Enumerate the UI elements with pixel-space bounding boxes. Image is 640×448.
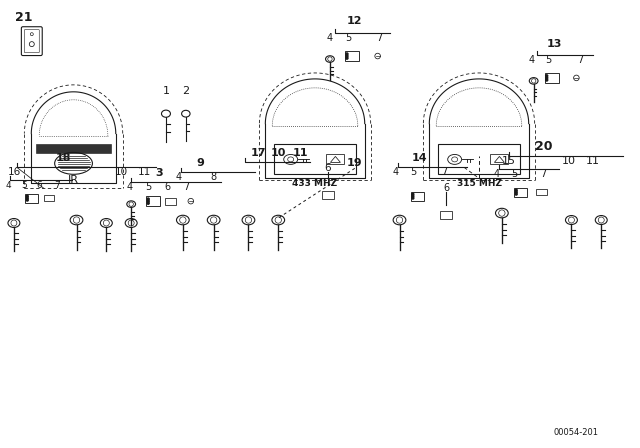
Text: 4: 4 [529, 55, 535, 65]
Circle shape [346, 57, 348, 59]
Bar [326, 155, 344, 164]
Text: 4: 4 [392, 167, 399, 177]
Text: 7: 7 [182, 182, 189, 192]
Bar [545, 73, 559, 83]
Text: 4: 4 [126, 182, 132, 192]
Text: 17: 17 [251, 148, 266, 159]
Text: 21: 21 [15, 11, 33, 24]
Text: 6: 6 [164, 182, 170, 192]
Text: 5: 5 [21, 181, 27, 190]
Text: 5: 5 [345, 33, 351, 43]
Circle shape [147, 202, 149, 204]
Text: 7: 7 [441, 167, 447, 177]
Text: 20: 20 [535, 140, 552, 153]
Bar [536, 189, 547, 195]
Text: 16: 16 [8, 167, 22, 177]
Text: 315 MHZ: 315 MHZ [456, 179, 502, 188]
Text: 5: 5 [145, 182, 151, 192]
Text: 13: 13 [547, 39, 562, 49]
Circle shape [147, 200, 149, 202]
Text: 1: 1 [163, 86, 170, 96]
Circle shape [346, 55, 348, 57]
Text: 7: 7 [376, 33, 383, 43]
Text: 11: 11 [138, 167, 151, 177]
Circle shape [346, 53, 348, 55]
Circle shape [26, 197, 28, 199]
Circle shape [515, 190, 517, 191]
Circle shape [26, 199, 28, 201]
Text: 6: 6 [324, 164, 332, 173]
Bar [490, 155, 508, 164]
Text: 5: 5 [511, 169, 518, 179]
Circle shape [546, 77, 548, 79]
Bar [515, 188, 527, 197]
Text: 433 MHZ: 433 MHZ [292, 179, 337, 188]
Bar [411, 192, 424, 201]
Bar [146, 196, 160, 206]
Circle shape [412, 193, 414, 195]
Circle shape [546, 79, 548, 81]
Text: 14: 14 [412, 153, 427, 164]
Bar [440, 211, 452, 219]
Text: 10: 10 [561, 156, 575, 166]
Text: 10: 10 [271, 148, 286, 159]
Text: 6: 6 [37, 181, 43, 190]
Text: 18: 18 [56, 153, 71, 164]
Text: 4: 4 [5, 181, 11, 190]
Circle shape [147, 198, 149, 200]
Circle shape [412, 195, 414, 197]
Text: 8: 8 [211, 172, 217, 182]
Bar [438, 145, 520, 174]
Text: 7: 7 [54, 181, 60, 190]
Text: 4: 4 [176, 172, 182, 182]
Text: 6: 6 [443, 183, 449, 193]
Circle shape [515, 193, 517, 195]
Text: 2: 2 [182, 86, 189, 96]
Text: 5: 5 [410, 167, 417, 177]
Bar [44, 195, 54, 202]
Circle shape [412, 197, 414, 199]
Circle shape [546, 75, 548, 77]
Text: 11: 11 [586, 156, 600, 166]
Text: 4: 4 [327, 33, 333, 43]
Text: 11: 11 [292, 148, 308, 159]
Bar [275, 145, 356, 174]
Bar [322, 191, 334, 199]
Text: IR: IR [68, 175, 79, 185]
Text: 3: 3 [155, 168, 163, 178]
Circle shape [26, 195, 28, 197]
Text: 4: 4 [494, 169, 500, 179]
Text: 7: 7 [577, 55, 584, 65]
Bar [26, 194, 38, 202]
Text: 12: 12 [347, 16, 362, 26]
Text: 15: 15 [502, 156, 516, 166]
Text: 9: 9 [197, 159, 205, 168]
Bar [36, 143, 111, 154]
Text: 10: 10 [115, 167, 128, 177]
Text: 5: 5 [545, 55, 552, 65]
Text: 19: 19 [347, 159, 363, 168]
Text: 00054-201: 00054-201 [553, 428, 598, 437]
Text: 7: 7 [540, 169, 547, 179]
Bar [345, 51, 359, 61]
Bar [165, 198, 177, 205]
Circle shape [515, 191, 517, 193]
